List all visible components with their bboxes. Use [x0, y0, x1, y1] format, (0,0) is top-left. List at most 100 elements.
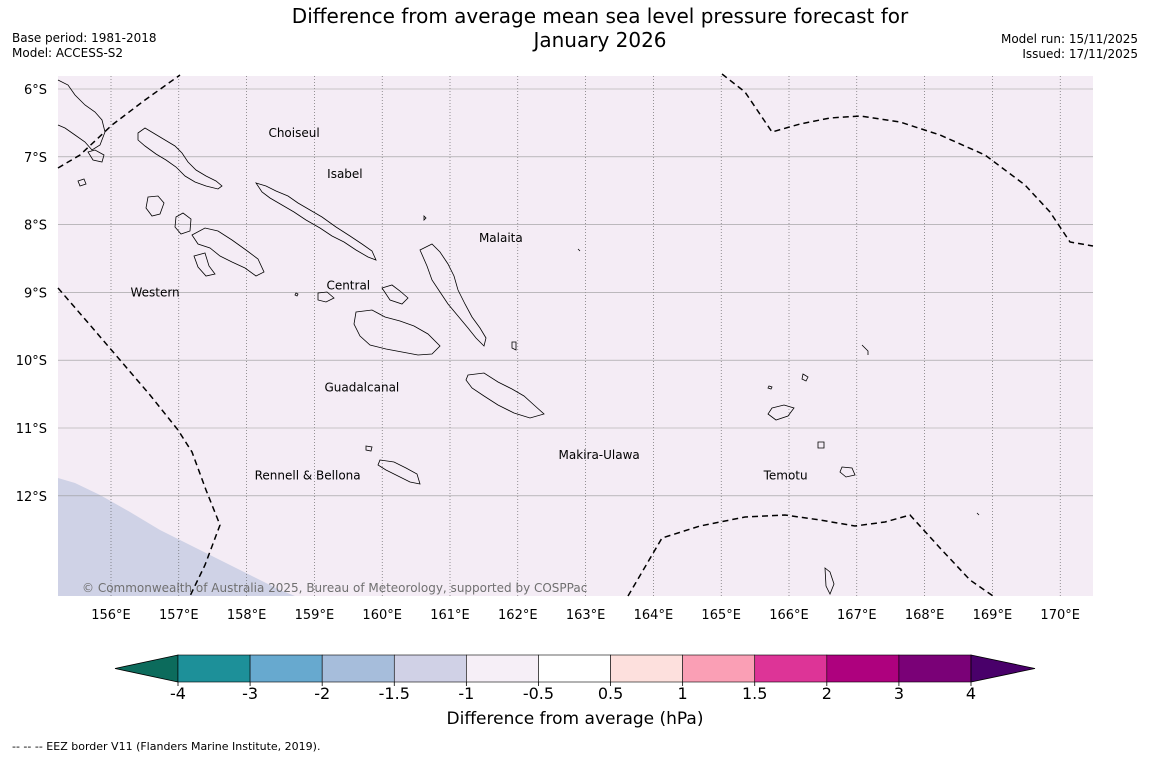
duff-islands-coast [861, 344, 869, 355]
small-island-2 [294, 292, 299, 297]
tikopia-coast [824, 567, 835, 595]
colorbar-tick-label: -1.5 [379, 684, 410, 703]
colorbar: -4 -3 -2 -1.5 -1 -0.5 0.5 1 1.5 2 3 4 [114, 654, 1036, 703]
colorbar-segment [177, 654, 251, 683]
lon-tick-label: 166°E [769, 608, 809, 623]
colorbar-title: Difference from average (hPa) [446, 709, 704, 729]
colorbar-segment [826, 654, 900, 683]
colorbar-segment [610, 654, 683, 683]
vanikoro-coast [839, 466, 856, 478]
meta-left: Base period: 1981-2018 Model: ACCESS-S2 [12, 31, 157, 61]
colorbar-segment [754, 654, 828, 683]
eez-border-north-east [721, 73, 1094, 247]
reef-islands-coast [801, 373, 809, 382]
lon-tick-label: 157°E [159, 608, 199, 623]
lon-tick-label: 158°E [227, 608, 267, 623]
small-island-1 [77, 178, 87, 187]
utupua-coast [817, 441, 825, 449]
lon-tick-label: 165°E [701, 608, 741, 623]
lon-tick-label: 169°E [973, 608, 1013, 623]
eez-border-west [57, 287, 221, 597]
colorbar-tick-label: -0.5 [523, 684, 554, 703]
colorbar-tick-label: -4 [170, 684, 186, 703]
santa-cruz-coast [767, 404, 795, 421]
rennell-coast [377, 459, 421, 485]
colorbar-segment [682, 654, 756, 683]
region-label: Temotu [763, 468, 808, 482]
lat-tick-label: 6°S [24, 83, 47, 98]
negative-anomaly-region [58, 478, 295, 596]
lon-tick-label: 162°E [498, 608, 538, 623]
bougainville-coast [57, 79, 106, 151]
colorbar-tick-label: -3 [242, 684, 258, 703]
lat-tick-label: 7°S [24, 151, 47, 166]
lat-tick-label: 9°S [24, 286, 47, 301]
region-label: Western [130, 285, 179, 299]
colorbar-tick-label: 1 [678, 684, 688, 703]
eez-border-south-east [627, 514, 994, 597]
region-label: Makira-Ulawa [559, 448, 640, 462]
colorbar-tick-label: 0.5 [598, 684, 623, 703]
title-area: Difference from average mean sea level p… [0, 0, 1150, 60]
model-run: Model run: 15/11/2025 [1000, 32, 1138, 46]
graticule [58, 76, 1093, 596]
colorbar-segment [898, 654, 972, 683]
colorbar-segment [538, 654, 611, 683]
region-label: Malaita [479, 231, 523, 245]
malaita-coast [419, 243, 487, 347]
vella-lavella-coast [145, 195, 165, 217]
coastlines [57, 79, 980, 595]
colorbar-segment [466, 654, 539, 683]
colorbar-segment [249, 654, 323, 683]
eez-border-north-west [57, 74, 181, 169]
new-georgia-coast [191, 227, 265, 277]
lat-tick-label: 11°S [16, 422, 47, 437]
colorbar-tick-label: 4 [966, 684, 976, 703]
region-label: Isabel [327, 167, 362, 181]
shortland-coast [87, 149, 105, 163]
eez-borders [57, 73, 1094, 597]
axis-labels: 6°S 7°S 8°S 9°S 10°S 11°S 12°S 156°E 157°E 158°E 1… [16, 83, 1080, 623]
copyright-text: © Commonwealth of Australia 2025, Bureau… [82, 581, 587, 595]
choiseul-coast [137, 127, 223, 190]
lon-tick-label: 160°E [362, 608, 402, 623]
kolombangara-coast [174, 212, 192, 235]
lon-tick-label: 167°E [837, 608, 877, 623]
lon-tick-label: 161°E [430, 608, 470, 623]
region-labels: Choiseul Isabel Malaita Western Central Guada… [130, 126, 807, 482]
colorbar-tick-label: -2 [314, 684, 330, 703]
guadalcanal-coast [353, 309, 441, 356]
region-label: Rennell & Bellona [255, 468, 361, 482]
ulawa-coast [511, 341, 517, 351]
eez-legend-note: -- -- -- EEZ border V11 (Flanders Marine… [12, 740, 321, 753]
region-label: Choiseul [268, 126, 319, 140]
lon-tick-label: 164°E [634, 608, 674, 623]
colorbar-tick-label: 3 [894, 684, 904, 703]
lat-tick-label: 12°S [16, 490, 47, 505]
colorbar-tick-label: 1.5 [742, 684, 767, 703]
small-island-3 [423, 215, 427, 221]
small-island-6 [767, 385, 773, 390]
lon-tick-label: 168°E [905, 608, 945, 623]
region-label: Central [326, 279, 370, 293]
issued-date: Issued: 17/11/2025 [1022, 47, 1138, 61]
lon-tick-label: 163°E [566, 608, 606, 623]
lon-tick-label: 170°E [1040, 608, 1080, 623]
bellona-coast [365, 445, 373, 452]
rendova-coast [193, 252, 216, 277]
map-background [58, 76, 1093, 596]
isabel-coast [255, 182, 377, 261]
lon-tick-label: 156°E [91, 608, 131, 623]
makira-coast [465, 372, 545, 419]
base-period: Base period: 1981-2018 [12, 31, 157, 45]
colorbar-extend-high [970, 654, 1036, 683]
model-name: Model: ACCESS-S2 [12, 46, 124, 60]
lon-tick-label: 159°E [295, 608, 335, 623]
russell-islands-coast [317, 291, 335, 303]
colorbar-segment [321, 654, 395, 683]
colorbar-tick-label: -1 [458, 684, 474, 703]
florida-islands-coast [381, 284, 409, 305]
lat-tick-label: 8°S [24, 219, 47, 234]
region-label: Guadalcanal [324, 380, 399, 394]
